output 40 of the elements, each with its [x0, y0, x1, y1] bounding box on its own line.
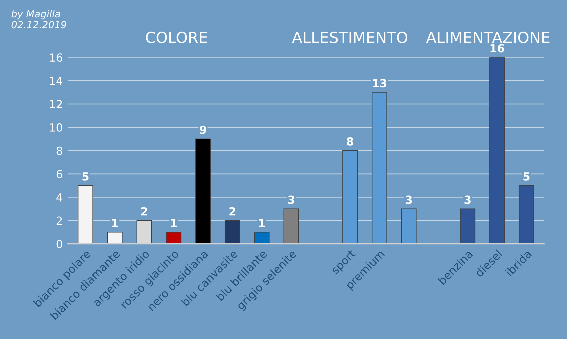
y-tick-label: 6 — [56, 170, 62, 179]
bar — [372, 92, 388, 244]
data-label: 8 — [347, 138, 354, 146]
text: by Magilla 02.12.2019 — [12, 10, 66, 29]
y-tick-label: 14 — [50, 77, 63, 86]
text: COLORE — [146, 32, 208, 44]
y-tick-label: 12 — [50, 100, 62, 108]
data-label: 9 — [200, 126, 206, 134]
data-label: 16 — [490, 44, 504, 53]
bar — [518, 185, 534, 244]
bar — [460, 208, 476, 244]
bar — [107, 232, 123, 244]
bar — [196, 138, 211, 244]
data-label: 13 — [373, 79, 387, 88]
y-tick-label: 8 — [56, 146, 62, 156]
bar — [78, 185, 94, 244]
data-label: 5 — [82, 172, 89, 181]
data-label: 1 — [112, 219, 118, 228]
y-tick-label: 16 — [50, 54, 62, 62]
bar — [166, 232, 182, 244]
data-label: 1 — [171, 219, 177, 228]
bar — [224, 220, 240, 244]
data-label: 1 — [259, 219, 266, 228]
bar — [284, 208, 300, 244]
bar — [490, 58, 505, 244]
bar — [342, 150, 358, 244]
data-label: 2 — [230, 207, 236, 216]
data-label: 5 — [524, 172, 530, 181]
y-tick-label: 4 — [56, 194, 63, 202]
y-tick-label: 0 — [56, 240, 62, 248]
y-tick-label: 2 — [56, 216, 62, 225]
y-tick-label: 10 — [50, 124, 62, 132]
text: ALLESTIMENTO — [292, 32, 408, 44]
bar — [254, 232, 270, 244]
text: ALIMENTAZIONE — [426, 32, 550, 44]
data-label: 3 — [464, 196, 471, 204]
bar — [401, 208, 417, 244]
data-label: 3 — [406, 196, 412, 204]
data-label: 2 — [141, 207, 148, 216]
data-label: 3 — [288, 196, 294, 204]
